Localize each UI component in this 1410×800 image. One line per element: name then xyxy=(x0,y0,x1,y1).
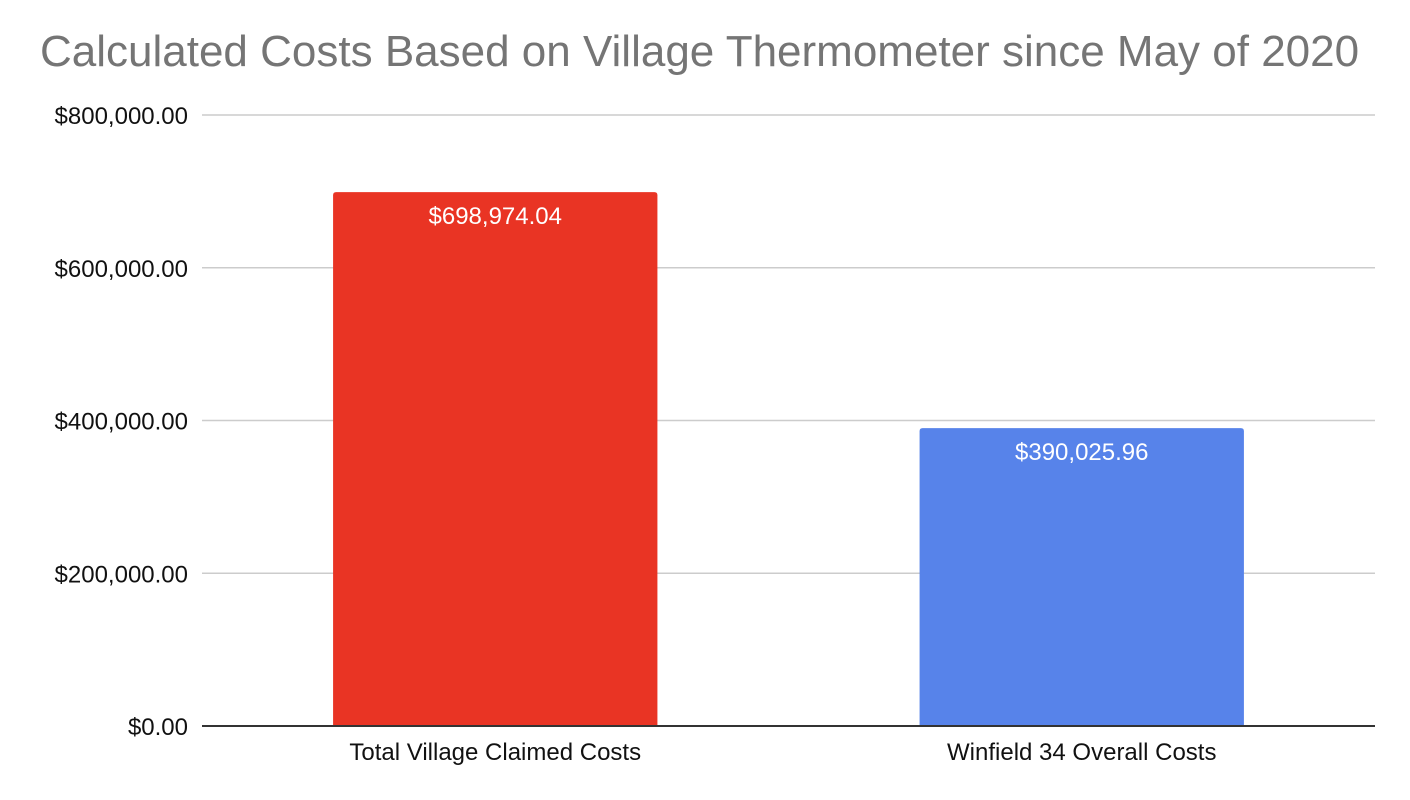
bar-0 xyxy=(333,192,658,726)
data-label-0: $698,974.04 xyxy=(429,203,562,230)
y-tick-label-0: $0.00 xyxy=(128,714,188,741)
data-label-1: $390,025.96 xyxy=(1015,439,1148,466)
x-category-label-0: Total Village Claimed Costs xyxy=(349,739,641,766)
chart-title: Calculated Costs Based on Village Thermo… xyxy=(40,27,1359,76)
y-tick-label-2: $400,000.00 xyxy=(55,409,188,436)
y-tick-label-1: $200,000.00 xyxy=(55,561,188,588)
bar-1 xyxy=(919,428,1244,726)
x-axis-categories: Total Village Claimed Costs Winfield 34 O… xyxy=(349,739,1216,766)
y-tick-label-3: $600,000.00 xyxy=(55,256,188,283)
bars xyxy=(333,192,1244,726)
x-category-label-1: Winfield 34 Overall Costs xyxy=(947,739,1216,766)
data-labels: $698,974.04 $390,025.96 xyxy=(429,203,1149,466)
y-tick-label-4: $800,000.00 xyxy=(55,103,188,130)
y-axis-ticks: $0.00 $200,000.00 $400,000.00 $600,000.00 $8… xyxy=(55,103,188,741)
